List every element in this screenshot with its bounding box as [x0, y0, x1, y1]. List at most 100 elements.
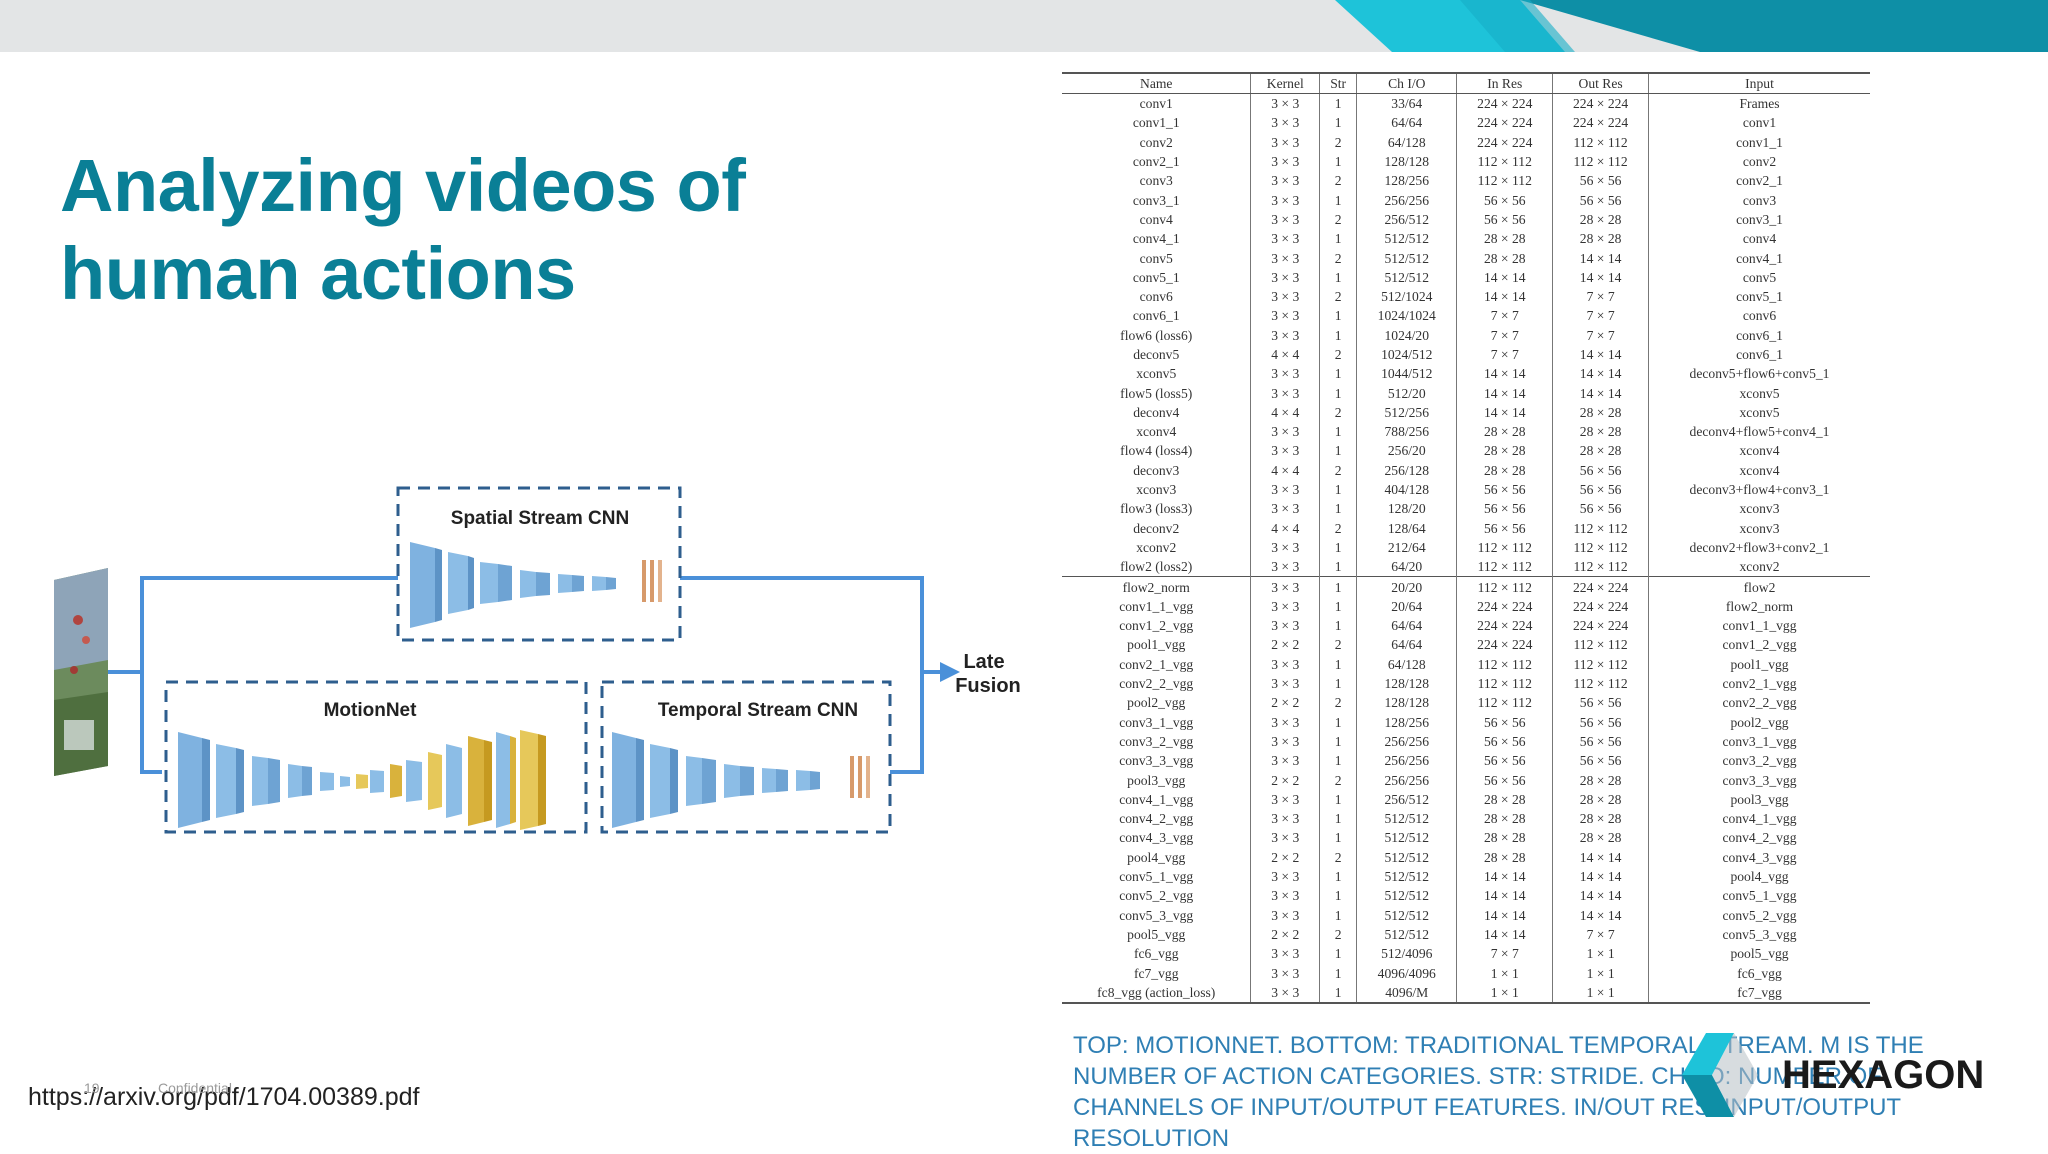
table-cell: 20/20 [1356, 576, 1458, 597]
table-cell: conv2 [1742, 154, 1777, 170]
table-cell: 256/256 [1356, 190, 1458, 210]
spatial-stream-label: Spatial Stream CNN [451, 508, 629, 529]
table-cell: 512/4096 [1356, 944, 1458, 964]
table-row: flow4 (loss4) 3 × 3 1 256/20 28 × 28 28 × 28 x… [1062, 441, 1870, 461]
confidential-label: Confidential [158, 1080, 232, 1096]
table-cell: 3 × 3 [1250, 537, 1321, 558]
table-cell: 28 × 28 [1552, 209, 1650, 230]
table-cell: 28 × 28 [1552, 770, 1650, 790]
table-cell: 112 × 112 [1456, 557, 1554, 577]
table-cell: 3 × 3 [1250, 944, 1321, 964]
table-cell: deconv5+flow6+conv5_1 [1689, 366, 1830, 382]
table-cell: conv3_3_vgg [1722, 772, 1797, 788]
table-cell: 1 [1319, 808, 1358, 829]
table-cell: 3 × 3 [1250, 828, 1321, 848]
table-cell: 2 × 2 [1250, 924, 1321, 945]
table-cell: 28 × 28 [1456, 422, 1554, 442]
table-cell: conv1_1 [1736, 134, 1783, 150]
table-cell: 3 × 3 [1250, 229, 1321, 249]
table-cell: 64/128 [1356, 654, 1458, 674]
table-cell: 1 [1319, 113, 1358, 133]
table-cell: 1 [1319, 383, 1358, 403]
table-cell: 1 [1319, 963, 1358, 983]
table-cell: flow2 [1648, 576, 1870, 597]
table-cell: 56 × 56 [1552, 731, 1650, 752]
table-cell: 3 × 3 [1250, 113, 1321, 133]
table-cell: conv4_3_vgg [1062, 828, 1252, 848]
table-cell: deconv3+flow4+conv3_1 [1689, 482, 1830, 498]
table-cell: 112 × 112 [1456, 673, 1554, 694]
table-cell: conv2_2_vgg [1722, 695, 1797, 711]
table-cell: 256/256 [1356, 751, 1458, 771]
table-cell: 112 × 112 [1552, 654, 1650, 674]
paper-url-link[interactable]: https://arxiv.org/pdf/1704.00389.pdf [28, 1083, 420, 1111]
table-cell: 3 × 3 [1250, 286, 1321, 307]
table-cell: 28 × 28 [1552, 441, 1650, 461]
table-cell: 56 × 56 [1552, 712, 1650, 732]
table-cell: 1 [1319, 93, 1358, 114]
table-cell: 128/128 [1356, 151, 1458, 172]
table-cell: conv5_1 [1736, 289, 1783, 305]
table-cell: 224 × 224 [1552, 596, 1650, 617]
table-cell: 404/128 [1356, 479, 1458, 500]
table-cell: 4 × 4 [1250, 402, 1321, 423]
table-cell: 512/512 [1356, 267, 1458, 287]
table-cell: deconv4 [1062, 402, 1252, 423]
table-row: conv4_1_vgg 3 × 3 1 256/512 28 × 28 28 × 28 po… [1062, 789, 1870, 809]
table-cell: 3 × 3 [1250, 673, 1321, 694]
table-cell: fc8_vgg (action_loss) [1062, 982, 1252, 1004]
table-row: conv4_2_vgg 3 × 3 1 512/512 28 × 28 28 × 28 co… [1062, 808, 1870, 829]
table-cell: 2 × 2 [1250, 770, 1321, 790]
table-cell: 212/64 [1356, 537, 1458, 558]
table-cell: xconv2 [1739, 559, 1780, 575]
late-fusion-label-line2: Fusion [955, 675, 1021, 697]
table-cell: 112 × 112 [1456, 537, 1554, 558]
table-cell: Frames [1739, 96, 1780, 112]
table-cell: conv4_1_vgg [1062, 789, 1252, 809]
table-cell: 1 [1319, 654, 1358, 674]
table-cell: pool4_vgg [1062, 847, 1252, 867]
motionnet-label: MotionNet [324, 700, 418, 721]
table-cell: 1 [1319, 325, 1358, 345]
table-cell: flow3 (loss3) [1062, 499, 1252, 519]
table-cell: deconv2 [1062, 518, 1252, 538]
table-cell: pool1_vgg [1062, 635, 1252, 655]
table-cell: 3 × 3 [1250, 866, 1321, 887]
table-cell: 14 × 14 [1456, 383, 1554, 403]
table-cell: flow2 (loss2) [1062, 557, 1252, 577]
table-cell: conv2_1 [1062, 151, 1252, 172]
table-cell: flow4 (loss4) [1062, 441, 1252, 461]
slide-title-line2: human actions [60, 232, 576, 315]
table-cell: 64/128 [1356, 132, 1458, 152]
table-row: conv2_1 3 × 3 1 128/128 112 × 112 112 × 112 co… [1062, 151, 1870, 172]
table-cell: conv5_1_vgg [1722, 888, 1797, 904]
table-cell: conv5_1 [1062, 267, 1252, 287]
table-cell: conv4_1 [1736, 250, 1783, 266]
table-cell: 28 × 28 [1456, 847, 1554, 867]
table-cell: 224 × 224 [1552, 616, 1650, 636]
table-cell: 28 × 28 [1552, 789, 1650, 809]
table-cell: pool2_vgg [1062, 693, 1252, 713]
table-cell: 112 × 112 [1456, 171, 1554, 191]
table-cell: 14 × 14 [1456, 924, 1554, 945]
table-cell: conv5_1_vgg [1062, 866, 1252, 887]
table-cell: 2 × 2 [1250, 635, 1321, 655]
table-cell: 14 × 14 [1552, 866, 1650, 887]
table-cell: 512/512 [1356, 866, 1458, 887]
table-cell: 1 [1319, 151, 1358, 172]
table-cell: 4096/M [1356, 982, 1458, 1004]
table-cell: 3 × 3 [1250, 383, 1321, 403]
table-cell: 112 × 112 [1456, 576, 1554, 597]
column-header: In Res [1456, 72, 1554, 94]
table-cell: 1 [1319, 537, 1358, 558]
table-cell: xconv3 [1062, 479, 1252, 500]
top-banner [0, 0, 2048, 52]
table-cell: conv1_2_vgg [1722, 637, 1797, 653]
table-row: conv5_3_vgg 3 × 3 1 512/512 14 × 14 14 × 14 co… [1062, 905, 1870, 925]
table-cell: 112 × 112 [1552, 537, 1650, 558]
flow-connectors [108, 576, 940, 774]
table-cell: conv3_2_vgg [1722, 753, 1797, 769]
table-cell: conv1 [1742, 115, 1777, 131]
table-cell: 3 × 3 [1250, 712, 1321, 732]
